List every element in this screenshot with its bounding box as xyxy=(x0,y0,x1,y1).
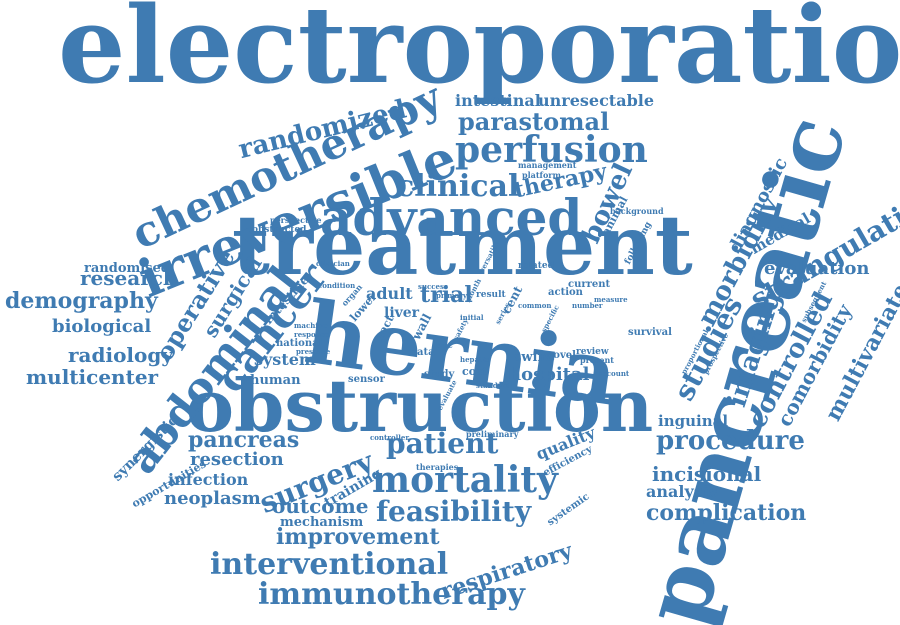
word: electroporation xyxy=(58,0,900,107)
word: present xyxy=(580,355,615,365)
word: success xyxy=(418,282,448,291)
word: measure xyxy=(594,295,628,304)
word: procedure xyxy=(656,426,805,456)
word: obstruction xyxy=(186,363,654,448)
word: obstructed xyxy=(252,225,307,235)
word: inguinal xyxy=(658,412,729,430)
word: incisional xyxy=(652,462,762,486)
word: biological xyxy=(52,316,152,337)
word: interventional xyxy=(210,547,449,582)
word: analysis xyxy=(646,482,718,501)
word: action xyxy=(548,287,583,298)
word: parastomal xyxy=(458,107,610,136)
word: platform xyxy=(522,170,561,180)
word: standard xyxy=(476,381,511,390)
word: perfusion xyxy=(455,129,648,171)
word: multicenter xyxy=(26,365,159,389)
word: result xyxy=(476,290,506,300)
word: condition xyxy=(318,281,356,290)
word: system xyxy=(254,350,316,369)
word: management xyxy=(518,160,577,170)
word: cost xyxy=(462,365,488,378)
word: resection xyxy=(190,449,284,470)
word: preliminary xyxy=(466,429,519,439)
word: outcome xyxy=(272,494,369,518)
word: neoplasm xyxy=(164,488,261,509)
word: background xyxy=(610,206,664,216)
word: machine xyxy=(294,321,328,330)
word: unresectable xyxy=(538,91,655,110)
word: patient xyxy=(386,427,499,460)
word: primary xyxy=(436,291,467,300)
word: initial xyxy=(460,313,484,322)
word: account xyxy=(598,369,630,378)
word: controller xyxy=(370,433,410,442)
word: treatment xyxy=(232,198,693,294)
word: current xyxy=(568,279,611,290)
word: novel xyxy=(546,350,576,361)
word: advanced xyxy=(320,188,583,247)
word: review xyxy=(576,347,609,357)
word: evaluation xyxy=(764,258,870,279)
word: research xyxy=(80,266,178,290)
word: infection xyxy=(168,470,249,489)
word: hospital xyxy=(508,364,590,385)
word: mechanism xyxy=(280,515,364,530)
word: intestinal xyxy=(455,91,541,110)
word: clinical xyxy=(396,169,520,204)
word: therapies xyxy=(416,462,459,472)
word: demography xyxy=(5,288,158,314)
word: immunotherapy xyxy=(258,577,525,612)
word: pancreas xyxy=(188,427,300,453)
word: clinician xyxy=(316,259,350,268)
word: pressure xyxy=(296,347,331,356)
word: liver xyxy=(384,305,420,321)
word: sensor xyxy=(348,374,385,385)
word: trial xyxy=(420,282,473,308)
word: number xyxy=(572,301,603,310)
word: perspective xyxy=(270,215,322,225)
word: national xyxy=(276,338,323,349)
word: common xyxy=(518,301,552,310)
word: human xyxy=(250,373,301,388)
word: lapc xyxy=(434,340,453,350)
word: data xyxy=(410,347,435,358)
word: study xyxy=(424,369,455,380)
word: related xyxy=(518,261,554,271)
word: mortality xyxy=(372,459,558,501)
word: hepatic xyxy=(460,355,490,364)
word: response xyxy=(294,330,330,339)
word: radiology xyxy=(68,343,173,367)
word: randomised xyxy=(84,261,170,276)
word: adult xyxy=(366,284,413,303)
word: complication xyxy=(646,500,807,526)
word: survival xyxy=(628,327,672,338)
word: feasibility xyxy=(376,495,532,528)
word: swine xyxy=(514,350,556,365)
word: improvement xyxy=(276,524,440,550)
